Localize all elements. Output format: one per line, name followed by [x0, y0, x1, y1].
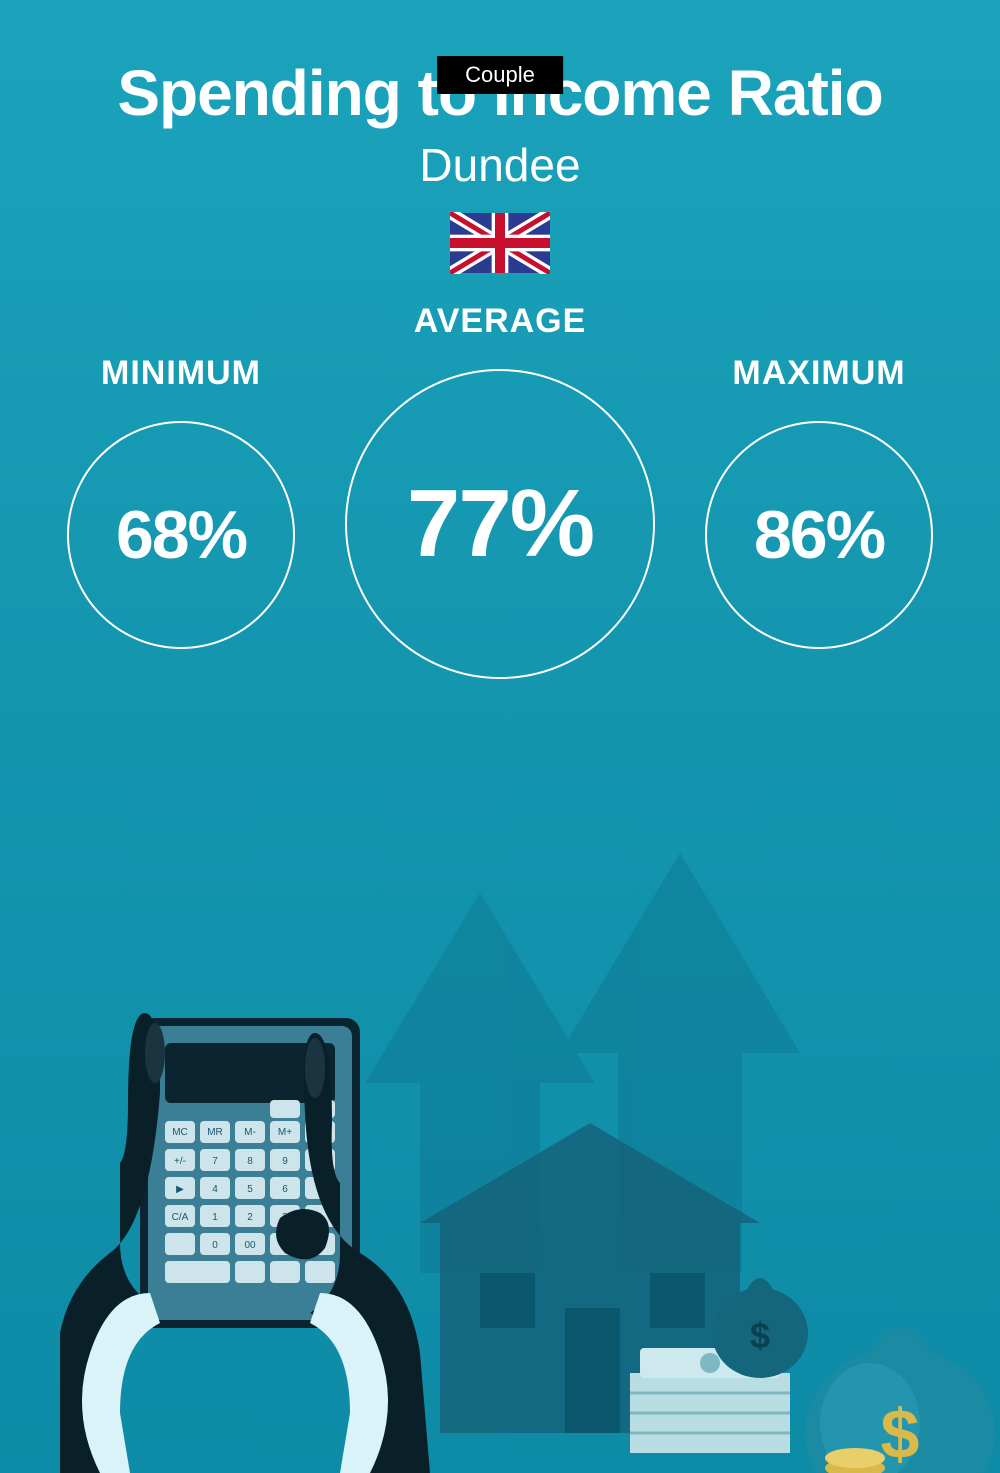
svg-text:=: = [317, 1240, 323, 1251]
house-icon [420, 1123, 760, 1433]
svg-text:7: 7 [212, 1156, 218, 1167]
svg-text:5: 5 [247, 1184, 253, 1195]
uk-flag-icon [450, 212, 550, 274]
arrow-icon [365, 853, 800, 1273]
svg-text:x: x [318, 1156, 323, 1167]
stat-maximum: MAXIMUM 86% [705, 354, 933, 649]
svg-text:6: 6 [282, 1184, 288, 1195]
svg-text:M+: M+ [278, 1127, 292, 1138]
circle-maximum: 86% [705, 421, 933, 649]
cash-stack-icon [630, 1348, 790, 1453]
svg-text:MU: MU [313, 1105, 327, 1115]
circle-minimum: 68% [67, 421, 295, 649]
svg-text:9: 9 [282, 1156, 288, 1167]
svg-text:MC: MC [172, 1127, 188, 1138]
calculator-icon: MCMRM-M+ +/-789x ▶456- C/A123+ 000.= %MU [140, 1018, 360, 1328]
stat-average: AVERAGE 77% [345, 302, 655, 679]
circle-average: 77% [345, 369, 655, 679]
svg-text:0: 0 [212, 1240, 218, 1251]
svg-text:8: 8 [247, 1156, 253, 1167]
pct-minimum: 68% [116, 496, 246, 574]
svg-text:2: 2 [247, 1212, 253, 1223]
svg-text:C/A: C/A [172, 1212, 189, 1223]
svg-text:3: 3 [282, 1212, 288, 1223]
category-tag: Couple [437, 56, 563, 94]
location-name: Dundee [0, 138, 1000, 192]
svg-text:%: % [281, 1105, 289, 1115]
svg-text:4: 4 [212, 1184, 218, 1195]
pct-maximum: 86% [754, 496, 884, 574]
stat-minimum: MINIMUM 68% [67, 354, 295, 649]
coins-icon [825, 1448, 885, 1473]
illustration: $ $ [0, 853, 1000, 1473]
svg-text:00: 00 [244, 1240, 256, 1251]
svg-text:$: $ [750, 1315, 770, 1356]
svg-text:▶: ▶ [176, 1184, 184, 1195]
stats-row: MINIMUM 68% AVERAGE 77% MAXIMUM 86% [0, 354, 1000, 679]
svg-text:+: + [317, 1212, 323, 1223]
stat-label-average: AVERAGE [414, 302, 587, 341]
stat-label-maximum: MAXIMUM [732, 354, 905, 393]
svg-text:$: $ [881, 1395, 920, 1473]
stat-label-minimum: MINIMUM [101, 354, 261, 393]
svg-text:M-: M- [244, 1127, 256, 1138]
money-bag-icon: $ $ [712, 1278, 995, 1473]
svg-text:.: . [284, 1240, 287, 1251]
pct-average: 77% [407, 469, 593, 579]
hands-icon [60, 1013, 430, 1473]
svg-text:+/-: +/- [174, 1156, 186, 1167]
svg-text:-: - [318, 1184, 321, 1195]
svg-text:MR: MR [207, 1127, 223, 1138]
svg-text:1: 1 [212, 1212, 218, 1223]
